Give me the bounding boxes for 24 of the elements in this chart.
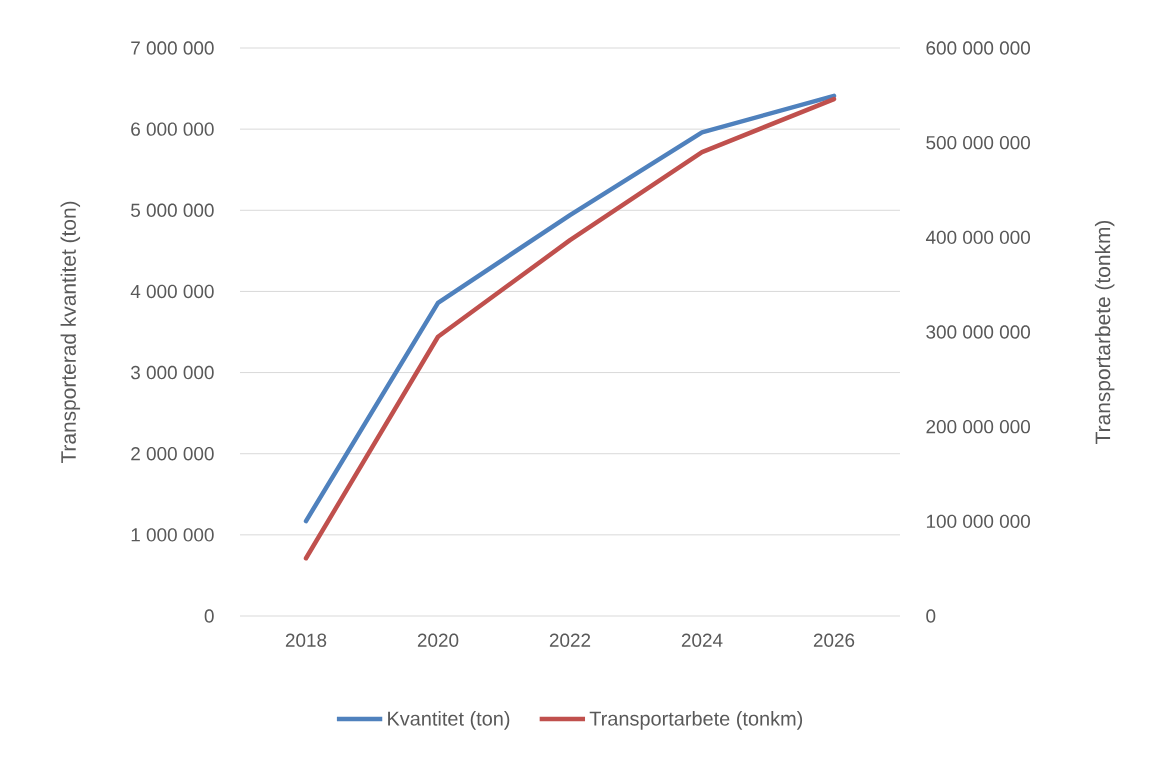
y2-axis-title: Transportarbete (tonkm): [1094, 220, 1115, 444]
x-tick-label: 2020: [417, 633, 459, 647]
y-axis-title: Transporterad kvantitet (ton): [60, 201, 81, 464]
y-tick-label: 4 000 000: [130, 284, 214, 299]
y-tick-label: 5 000 000: [131, 203, 214, 217]
y-tick-label: 2 000 000: [131, 447, 214, 461]
x-tick-label: 2026: [813, 633, 855, 647]
y-tick-label: 3 000 000: [130, 365, 214, 380]
legend-label: Transportarbete (tonkm): [589, 711, 803, 730]
legend-label: Kvantitet (ton): [388, 711, 510, 730]
y-tick-label: 7 000 000: [131, 41, 214, 55]
y2-tick-label: 100 000 000: [926, 514, 1031, 529]
x-tick-label: 2022: [549, 633, 591, 647]
y2-tick-label: 300 000 000: [926, 325, 1031, 339]
x-tick-label: 2024: [681, 633, 723, 647]
y2-tick-label: 400 000 000: [925, 230, 1031, 245]
y-tick-label: 0: [204, 609, 214, 623]
x-tick-label: 2018: [285, 633, 327, 647]
y2-tick-label: 200 000 000: [926, 419, 1031, 434]
y-tick-label: 1 000 000: [131, 528, 214, 542]
y-tick-label: 6 000 000: [131, 122, 214, 136]
y2-tick-label: 600 000 000: [926, 41, 1031, 55]
y2-tick-label: 0: [926, 609, 936, 623]
y2-tick-label: 500 000 000: [926, 135, 1031, 150]
